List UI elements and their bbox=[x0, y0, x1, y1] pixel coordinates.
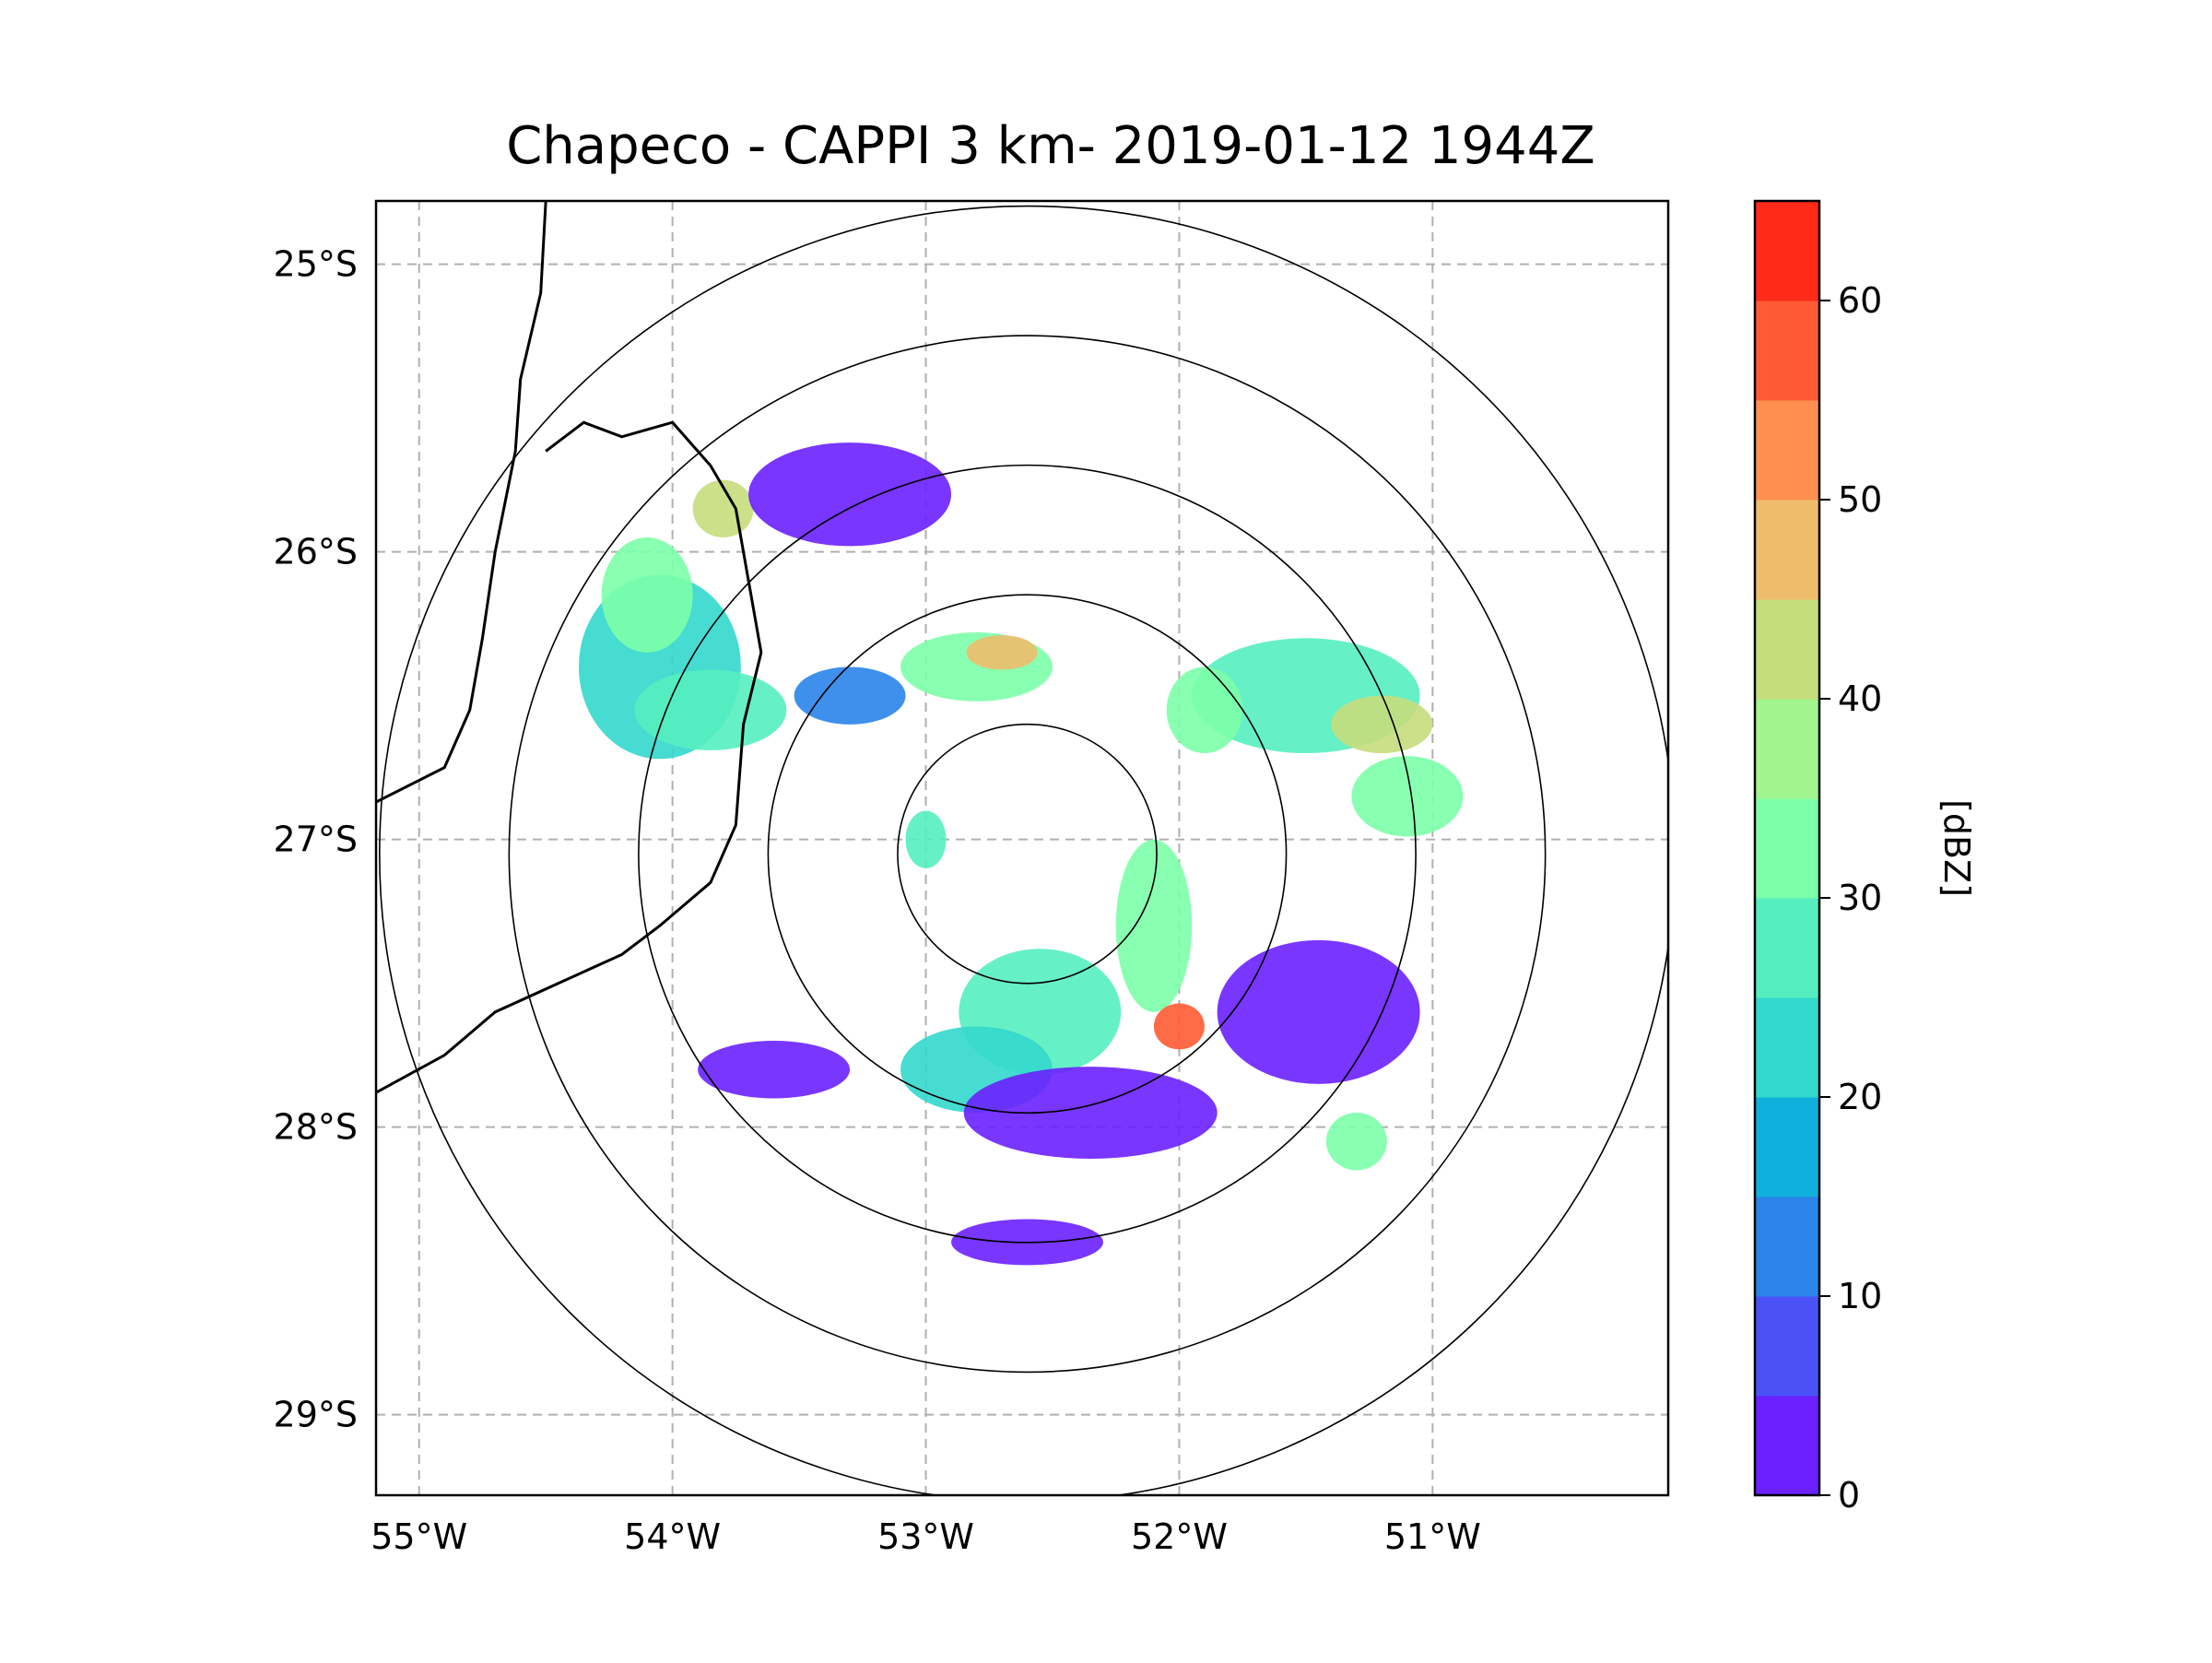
colorbar-segment bbox=[1755, 1296, 1819, 1397]
range-rings bbox=[379, 205, 1668, 1495]
colorbar-tick-label: 60 bbox=[1838, 280, 1882, 321]
y-tick-label: 26°S bbox=[274, 532, 358, 572]
colorbar: 0 10 20 30 40 50 60 [dBZ] bbox=[1753, 199, 1977, 1516]
colorbar-segment bbox=[1755, 898, 1819, 998]
colorbar-segment bbox=[1755, 1097, 1819, 1197]
x-tick-label: 54°W bbox=[624, 1516, 721, 1557]
colorbar-frame bbox=[1753, 199, 1821, 1497]
colorbar-segment bbox=[1755, 201, 1819, 301]
colorbar-segment bbox=[1755, 997, 1819, 1098]
echo-cell bbox=[966, 635, 1038, 670]
echo-cell bbox=[1331, 695, 1433, 754]
y-tick-label: 28°S bbox=[274, 1107, 358, 1148]
range-ring bbox=[508, 335, 1547, 1374]
colorbar-segment bbox=[1755, 400, 1819, 501]
echo-cell bbox=[1153, 1003, 1205, 1050]
colorbar-tick-label: 50 bbox=[1838, 479, 1882, 520]
x-tick-labels: 55°W 54°W 53°W 52°W 51°W bbox=[371, 1516, 1481, 1557]
echo-cell bbox=[1351, 756, 1464, 837]
range-ring bbox=[897, 723, 1158, 985]
chart-title: Chapeco - CAPPI 3 km- 2019-01-12 1944Z bbox=[506, 116, 1595, 176]
echo-cell bbox=[601, 537, 693, 653]
echo-cell bbox=[905, 810, 947, 868]
colorbar-tick-label: 0 bbox=[1838, 1475, 1860, 1516]
echo-cell bbox=[963, 1067, 1218, 1159]
x-tick-label: 53°W bbox=[877, 1516, 974, 1557]
colorbar-segment bbox=[1755, 699, 1819, 799]
y-tick-label: 25°S bbox=[274, 244, 358, 285]
state-borders bbox=[376, 201, 763, 1094]
y-tick-label: 29°S bbox=[274, 1395, 358, 1435]
colorbar-tick-label: 10 bbox=[1838, 1276, 1882, 1316]
country-border bbox=[376, 201, 547, 804]
echo-cell bbox=[794, 666, 906, 725]
colorbar-tick-label: 40 bbox=[1838, 678, 1882, 719]
colorbar-segment bbox=[1755, 301, 1819, 401]
colorbar-tick-label: 20 bbox=[1838, 1077, 1882, 1117]
reflectivity-field bbox=[578, 442, 1464, 1266]
echo-cell bbox=[1325, 1113, 1387, 1171]
colorbar-segment bbox=[1755, 599, 1819, 700]
colorbar-tick-label: 30 bbox=[1838, 878, 1882, 918]
echo-cell bbox=[1217, 939, 1420, 1084]
echo-cell bbox=[1115, 839, 1193, 1012]
map-area bbox=[376, 201, 1668, 1495]
range-ring bbox=[379, 205, 1668, 1495]
echo-cell bbox=[634, 669, 787, 750]
y-tick-label: 27°S bbox=[274, 820, 358, 860]
colorbar-segment bbox=[1755, 500, 1819, 600]
state-border bbox=[376, 420, 763, 1094]
colorbar-label: [dBZ] bbox=[1936, 799, 1977, 897]
y-tick-labels: 25°S 26°S 27°S 28°S 29°S bbox=[274, 244, 358, 1435]
x-tick-label: 55°W bbox=[371, 1516, 467, 1557]
range-ring bbox=[767, 594, 1288, 1115]
colorbar-segment bbox=[1755, 1197, 1819, 1297]
colorbar-segment bbox=[1755, 1396, 1819, 1496]
echo-cell bbox=[698, 1041, 851, 1099]
range-ring bbox=[638, 464, 1417, 1244]
echo-cell bbox=[748, 442, 952, 547]
x-tick-label: 51°W bbox=[1384, 1516, 1481, 1557]
x-tick-label: 52°W bbox=[1131, 1516, 1228, 1557]
map-frame bbox=[374, 199, 1670, 1497]
echo-cell bbox=[1166, 666, 1243, 754]
colorbar-segment bbox=[1755, 798, 1819, 899]
